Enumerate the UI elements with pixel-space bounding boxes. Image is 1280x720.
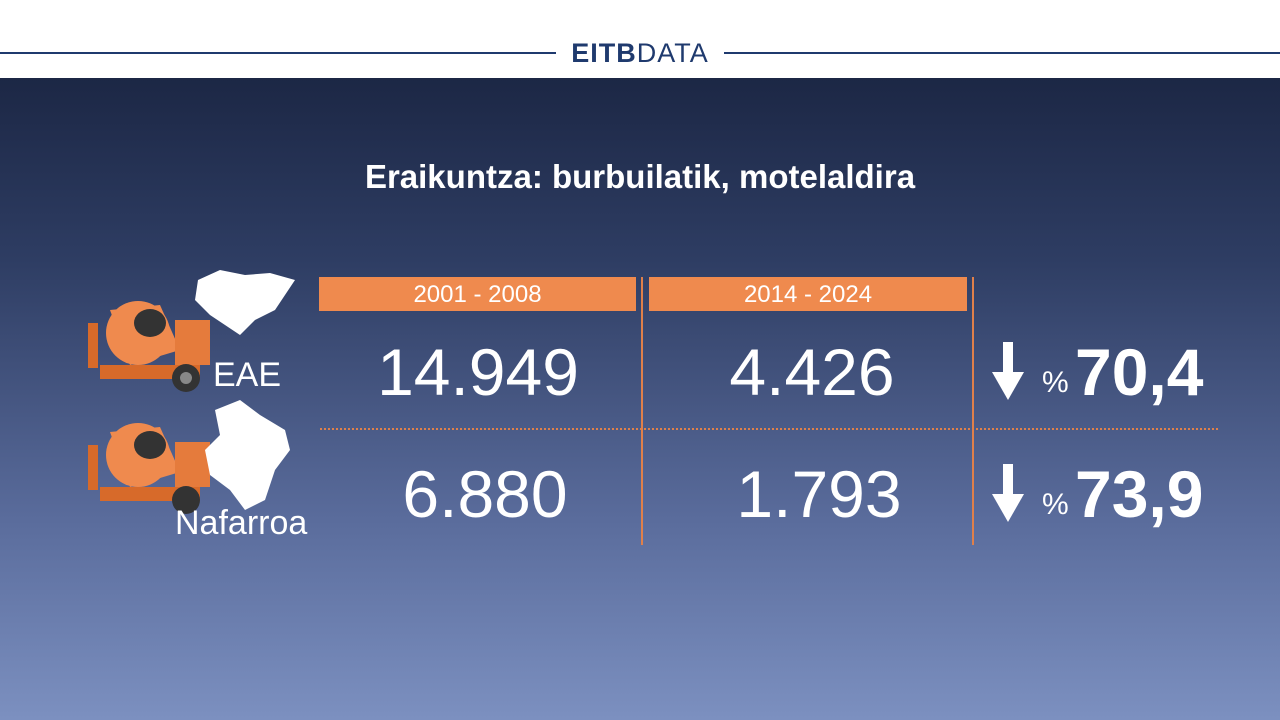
row-divider bbox=[320, 428, 1218, 430]
mixer-icon bbox=[88, 301, 210, 392]
logo: EITBDATA bbox=[556, 38, 724, 69]
divider bbox=[972, 277, 974, 545]
mixer-icon bbox=[88, 423, 210, 514]
change-value: 73,9 bbox=[1075, 457, 1204, 531]
map-nafarroa bbox=[205, 400, 290, 510]
change-value: 70,4 bbox=[1075, 335, 1204, 409]
column-header: 2001 - 2008 bbox=[319, 277, 636, 311]
divider bbox=[641, 277, 643, 545]
header-rule bbox=[0, 52, 556, 54]
change-unit: % bbox=[1042, 488, 1069, 521]
header-bar bbox=[0, 0, 1280, 78]
column-header: 2014 - 2024 bbox=[649, 277, 967, 311]
down-arrow bbox=[992, 342, 1024, 400]
cell-value: 14.949 bbox=[377, 335, 579, 409]
title: Eraikuntza: burbuilatik, motelaldira bbox=[364, 158, 916, 195]
logo-light: DATA bbox=[636, 38, 709, 68]
down-arrow bbox=[992, 464, 1024, 522]
cell-value: 4.426 bbox=[729, 335, 895, 409]
region-label: Nafarroa bbox=[175, 504, 308, 542]
change-unit: % bbox=[1042, 366, 1069, 399]
cell-value: 1.793 bbox=[736, 457, 902, 531]
map-eae bbox=[195, 270, 295, 335]
header-rule bbox=[724, 52, 1280, 54]
region-label: EAE bbox=[213, 356, 282, 394]
icons bbox=[88, 270, 295, 514]
cell-value: 6.880 bbox=[402, 457, 568, 531]
logo-bold: EITB bbox=[571, 38, 637, 68]
arrows bbox=[992, 342, 1024, 522]
